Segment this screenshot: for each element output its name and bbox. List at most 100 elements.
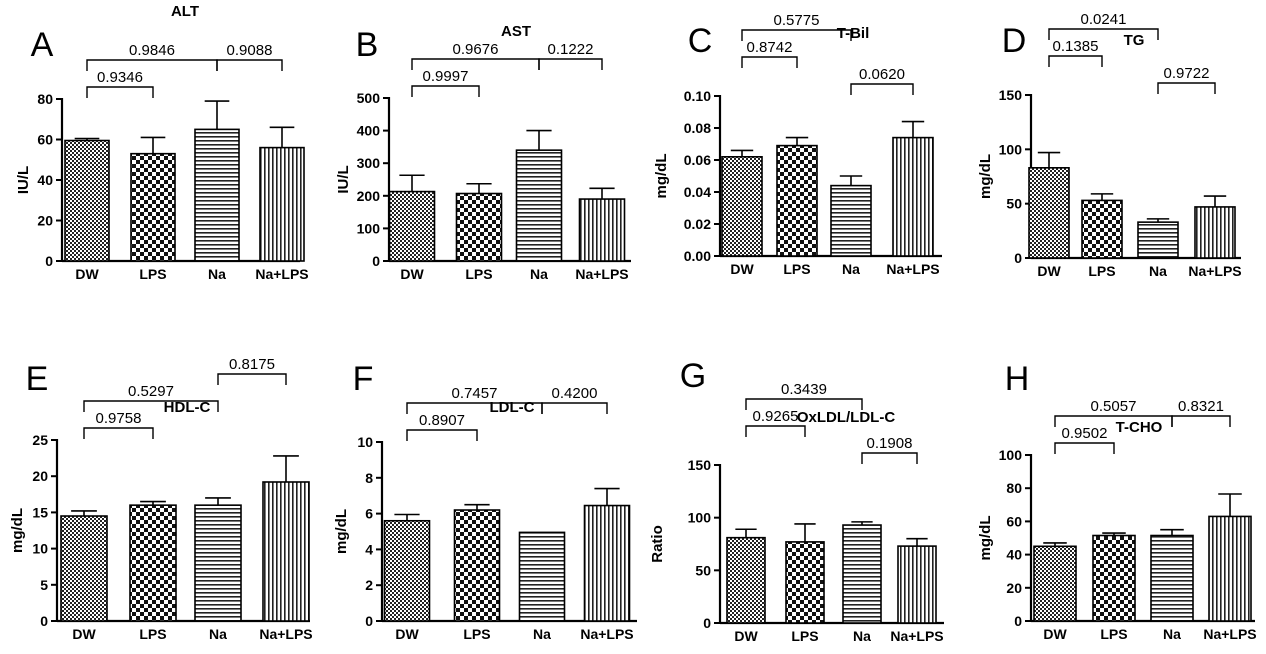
panel-g: G OxLDL/LDL-C Ratio 0 50 100 150 DW LPS Na Na+LPS 0…	[649, 357, 944, 644]
y-tick-label: 0.06	[684, 152, 711, 168]
category-label: Na+LPS	[1188, 263, 1241, 279]
y-tick-label: 80	[1006, 480, 1022, 496]
comparison-bracket	[538, 58, 603, 70]
comparison-bracket	[86, 86, 154, 98]
category-label: Na	[209, 626, 227, 642]
category-label: Na+LPS	[890, 628, 943, 644]
panel-a: A ALT IU/L 0 20 40 60 80 DW LPS Na Na+LPS 0.9846 0.93…	[15, 3, 309, 282]
y-tick-label: 5	[40, 577, 48, 593]
y-axis-label: IU/L	[335, 165, 352, 193]
category-label: DW	[75, 266, 99, 282]
category-label: LPS	[1088, 263, 1115, 279]
category-label: Na	[533, 626, 551, 642]
bar-lps	[129, 504, 177, 622]
panel-title: AST	[501, 23, 531, 40]
category-label: DW	[72, 626, 96, 642]
comparison-bracket	[741, 56, 798, 68]
comparison-bracket	[861, 452, 918, 464]
bar-dw	[60, 515, 108, 622]
y-tick-label: 0	[45, 253, 53, 269]
y-tick-label: 100	[357, 220, 381, 236]
panel-b: B AST IU/L 0 100 200 300 400 500 DW LPS Na Na+LPS 0.9…	[335, 23, 631, 282]
y-tick-label: 0.10	[684, 88, 711, 104]
y-tick-label: 300	[357, 155, 381, 171]
bar-lps	[130, 152, 176, 262]
y-tick-label: 4	[365, 541, 373, 557]
y-tick-label: 100	[688, 510, 712, 526]
bar-na	[830, 184, 872, 257]
p-value-label: 0.9502	[1062, 425, 1108, 442]
y-tick-label: 15	[32, 504, 48, 520]
comparison-bracket	[541, 402, 608, 414]
bar-na	[515, 149, 563, 262]
bar-na	[194, 504, 242, 622]
comparison-bracket	[83, 427, 154, 439]
y-tick-label: 500	[357, 90, 381, 106]
category-label: Na+LPS	[575, 266, 628, 282]
p-value-label: 0.8175	[229, 356, 275, 373]
panel-title: HDL-C	[164, 399, 211, 416]
y-tick-label: 60	[37, 132, 53, 148]
y-tick-label: 50	[695, 562, 711, 578]
p-value-label: 0.9088	[227, 42, 273, 59]
panel-h: H T-CHO mg/dL 0 20 40 60 80 100 DW LPS Na Na+LPS 0.50…	[977, 360, 1257, 642]
comparison-bracket	[1048, 28, 1159, 40]
y-axis-label: mg/dL	[333, 509, 350, 554]
y-tick-label: 2	[365, 577, 373, 593]
y-tick-label: 10	[32, 541, 48, 557]
y-axis-label: IU/L	[15, 166, 32, 194]
y-tick-label: 8	[365, 470, 373, 486]
panel-title: T-Bil	[837, 25, 870, 42]
bar-na-lps	[583, 504, 631, 622]
p-value-label: 0.1385	[1053, 38, 1099, 55]
category-label: DW	[1043, 626, 1067, 642]
panel-letter: H	[1005, 360, 1030, 398]
y-tick-label: 0	[365, 613, 373, 629]
bar-lps	[453, 509, 501, 622]
p-value-label: 0.8907	[419, 412, 465, 429]
bar-na	[518, 531, 566, 622]
category-label: LPS	[465, 266, 492, 282]
p-value-label: 0.5057	[1091, 398, 1137, 415]
p-value-label: 0.8321	[1178, 398, 1224, 415]
bar-dw	[383, 519, 431, 622]
p-value-label: 0.9997	[423, 68, 469, 85]
bar-dw	[1033, 545, 1077, 622]
bar-na	[1137, 221, 1179, 259]
p-value-label: 0.5775	[774, 12, 820, 29]
p-value-label: 0.3439	[781, 381, 827, 398]
panel-letter: F	[353, 360, 374, 398]
panel-title: TG	[1124, 32, 1145, 49]
category-label: Na	[853, 628, 871, 644]
y-tick-label: 200	[357, 188, 381, 204]
bar-na-lps	[892, 136, 934, 257]
bar-dw	[388, 190, 436, 262]
category-label: LPS	[463, 626, 490, 642]
bar-lps	[776, 144, 818, 257]
p-value-label: 0.8742	[747, 39, 793, 56]
y-tick-label: 400	[357, 123, 381, 139]
comparison-bracket	[217, 373, 287, 385]
bar-lps	[1081, 199, 1123, 259]
category-label: DW	[395, 626, 419, 642]
y-axis-label: Ratio	[649, 525, 666, 563]
y-tick-label: 50	[1006, 196, 1022, 212]
panel-letter: E	[26, 360, 49, 398]
y-tick-label: 0.04	[684, 184, 711, 200]
y-tick-label: 20	[1006, 580, 1022, 596]
comparison-bracket	[745, 398, 863, 410]
y-tick-label: 0	[372, 253, 380, 269]
y-tick-label: 0	[40, 613, 48, 629]
y-axis-label: mg/dL	[977, 154, 994, 199]
bar-na	[194, 128, 240, 262]
y-tick-label: 150	[688, 457, 712, 473]
panel-letter: D	[1002, 22, 1027, 60]
p-value-label: 0.4200	[552, 385, 598, 402]
comparison-bracket	[83, 400, 219, 412]
p-value-label: 0.0241	[1081, 11, 1127, 28]
category-label: LPS	[139, 626, 166, 642]
comparison-bracket	[1157, 82, 1216, 94]
y-tick-label: 0	[703, 615, 711, 631]
